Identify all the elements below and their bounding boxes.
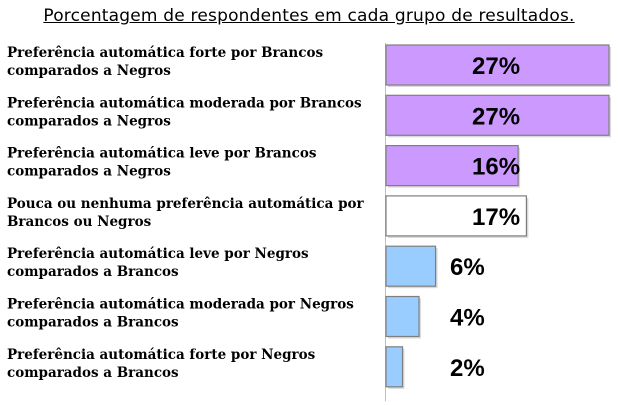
category-label-line: Preferência automática moderada por Bran… — [7, 95, 362, 111]
bar — [385, 94, 610, 136]
bar — [385, 245, 437, 287]
value-label: 16% — [472, 154, 520, 181]
category-label-line: Preferência automática forte por Negros — [7, 347, 316, 363]
category-label-line: Pouca ou nenhuma preferência automática … — [7, 196, 365, 212]
value-label: 17% — [472, 204, 520, 231]
value-label: 2% — [450, 355, 485, 382]
category-label: Preferência automática moderada por Negr… — [7, 297, 354, 331]
category-label-line: comparados a Brancos — [7, 365, 179, 381]
chart-title: Porcentagem de respondentes em cada grup… — [43, 6, 575, 26]
category-label: Preferência automática leve por Negros co… — [7, 246, 309, 280]
bar — [385, 346, 404, 388]
bar — [385, 195, 528, 237]
value-label: 4% — [450, 305, 485, 332]
category-label: Preferência automática leve por Brancos c… — [7, 146, 317, 180]
category-label-line: Brancos ou Negros — [7, 214, 152, 230]
category-label: Preferência automática forte por Brancos… — [7, 45, 323, 79]
category-label-line: Preferência automática leve por Brancos — [7, 146, 317, 162]
bar — [385, 44, 610, 86]
category-label: Pouca ou nenhuma preferência automática … — [7, 196, 365, 230]
value-label: 6% — [450, 254, 485, 281]
value-label: 27% — [472, 53, 520, 80]
category-label-line: comparados a Negros — [7, 63, 171, 79]
category-label: Preferência automática forte por Negros c… — [7, 347, 316, 381]
category-label-line: comparados a Brancos — [7, 264, 179, 280]
category-label-line: Preferência automática moderada por Negr… — [7, 297, 354, 313]
category-label-line: comparados a Negros — [7, 113, 171, 129]
bar — [385, 295, 420, 338]
bar — [385, 145, 519, 187]
category-label-line: comparados a Negros — [7, 164, 171, 180]
category-label-line: Preferência automática forte por Brancos — [7, 45, 323, 61]
value-label: 27% — [472, 103, 520, 130]
category-label-line: Preferência automática leve por Negros — [7, 246, 309, 262]
category-label-line: comparados a Brancos — [7, 315, 179, 331]
category-label: Preferência automática moderada por Bran… — [7, 95, 362, 129]
